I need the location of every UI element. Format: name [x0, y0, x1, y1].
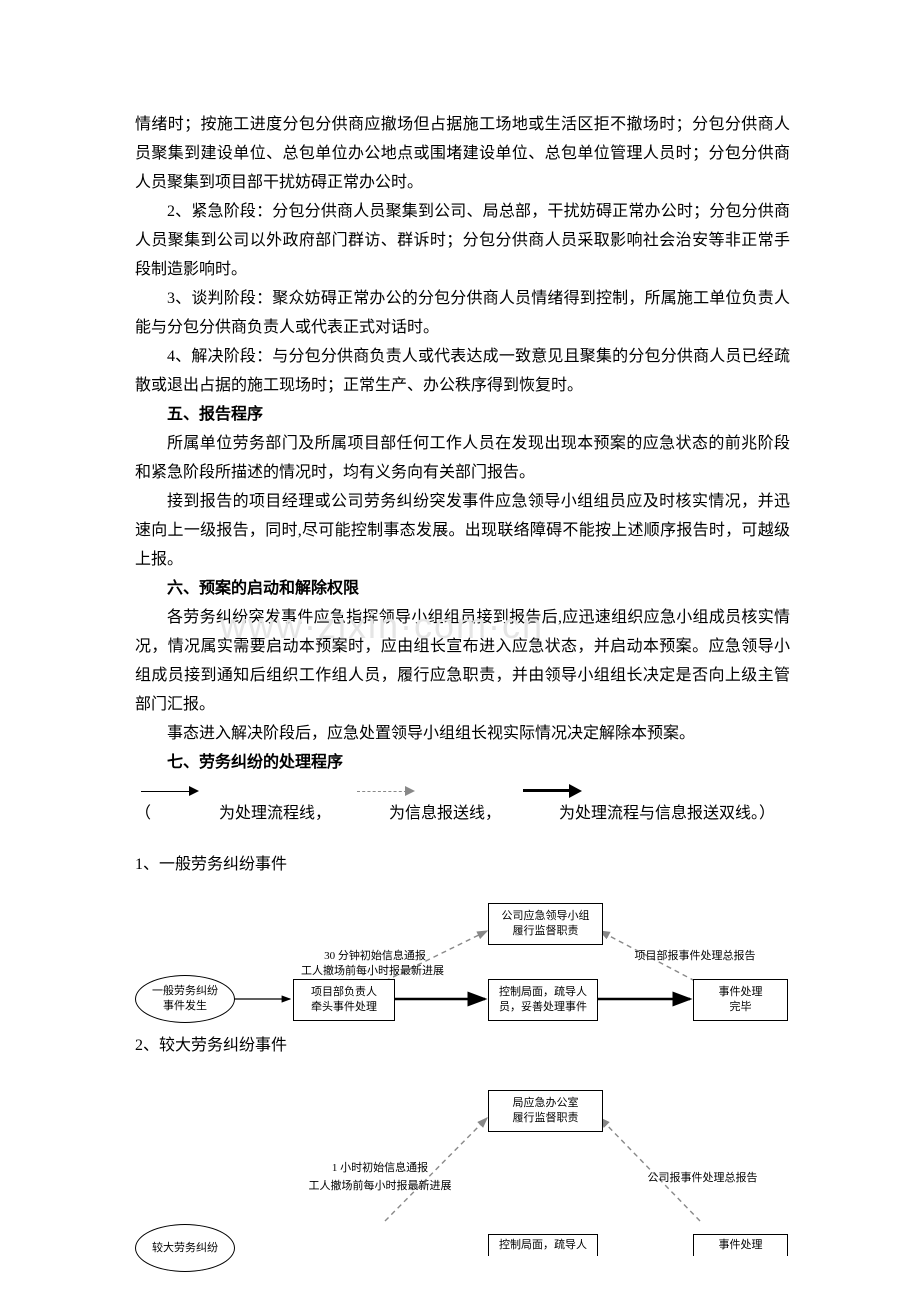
- ellipse-line1: 较大劳务纠纷: [152, 1241, 218, 1256]
- ellipse-line2: 事件发生: [163, 999, 207, 1014]
- flowchart-lines: [135, 1066, 795, 1256]
- legend-label: 为处理流程与信息报送双线。）: [559, 805, 775, 822]
- ellipse-line1: 一般劳务纠纷: [152, 984, 218, 999]
- arrow-dash-icon: [357, 783, 417, 799]
- flow2-label1a: 1 小时初始信息通报: [310, 1161, 450, 1175]
- box-line: 履行监督职责: [513, 1111, 579, 1126]
- section-1-title: 1、一般劳务纠纷事件: [135, 850, 790, 879]
- legend-text-row: （ 为处理流程线， 为信息报送线， 为处理流程与信息报送双线。）: [135, 799, 790, 828]
- heading-5: 五、报告程序: [135, 400, 790, 429]
- flow2-start-ellipse: 较大劳务纠纷: [135, 1224, 235, 1272]
- legend-open: （: [135, 805, 151, 822]
- box-line: 事件处理: [719, 985, 763, 1000]
- paragraph: 接到报告的项目经理或公司劳务纠纷突发事件应急领导小组组员应及时核实情况，并迅速向…: [135, 487, 790, 574]
- box-line: 履行监督职责: [513, 924, 579, 939]
- paragraph: 各劳务纠纷突发事件应急指挥领导小组组员接到报告后,应迅速组织应急小组成员核实情况…: [135, 603, 790, 719]
- flow1-label1b: 工人撤场前每小时报最新进展: [280, 964, 465, 978]
- box-line: 项目部负责人: [311, 985, 377, 1000]
- paragraph: 所属单位劳务部门及所属项目部任何工作人员在发现出现本预案的应急状态的前兆阶段和紧…: [135, 429, 790, 487]
- flowchart-2: 较大劳务纠纷 局应急办公室 履行监督职责 控制局面，疏导人 事件处理 1 小时初…: [135, 1066, 795, 1256]
- flow2-label1b: 工人撤场前每小时报最新进展: [290, 1179, 470, 1193]
- legend-row: [135, 783, 790, 799]
- arrow-bold-icon: [523, 783, 583, 799]
- box-line: 控制局面，疏导人: [499, 985, 587, 1000]
- arrow-solid-icon: [141, 783, 201, 799]
- paragraph: 情绪时；按施工进度分包分供商应撤场但占据施工场地或生活区拒不撤场时；分包分供商人…: [135, 110, 790, 197]
- heading-6: 六、预案的启动和解除权限: [135, 574, 790, 603]
- box-line: 控制局面，疏导人: [499, 1238, 587, 1253]
- box-line: 牵头事件处理: [311, 1000, 377, 1015]
- paragraph: 3、谈判阶段：聚众妨碍正常办公的分包分供商人员情绪得到控制，所属施工单位负责人能…: [135, 284, 790, 342]
- flow1-box2: 公司应急领导小组 履行监督职责: [488, 903, 603, 945]
- legend-label: 为信息报送线，: [389, 805, 501, 822]
- flow1-box4: 事件处理 完毕: [693, 979, 788, 1021]
- legend-label: 为处理流程线，: [219, 805, 331, 822]
- box-line: 员，妥善处理事件: [499, 1000, 587, 1015]
- flow2-label2: 公司报事件处理总报告: [635, 1171, 770, 1185]
- flow1-box1: 项目部负责人 牵头事件处理: [293, 979, 395, 1021]
- paragraph: 事态进入解决阶段后，应急处置领导小组组长视实际情况决定解除本预案。: [135, 719, 790, 748]
- heading-7: 七、劳务纠纷的处理程序: [135, 748, 790, 777]
- flow2-box2: 局应急办公室 履行监督职责: [488, 1090, 603, 1132]
- flow2-box4: 事件处理: [693, 1234, 788, 1256]
- flow1-start-ellipse: 一般劳务纠纷 事件发生: [135, 975, 235, 1023]
- flow1-label1a: 30 分钟初始信息通报: [300, 949, 450, 963]
- flow1-label2: 项目部报事件处理总报告: [625, 949, 765, 963]
- flowchart-1: 一般劳务纠纷 事件发生 项目部负责人 牵头事件处理 公司应急领导小组 履行监督职…: [135, 889, 795, 1049]
- flow2-box3: 控制局面，疏导人: [488, 1234, 598, 1256]
- box-line: 事件处理: [719, 1238, 763, 1253]
- paragraph: 4、解决阶段：与分包分供商负责人或代表达成一致意见且聚集的分包分供商人员已经疏散…: [135, 342, 790, 400]
- box-line: 完毕: [730, 1000, 752, 1015]
- flow1-box3: 控制局面，疏导人 员，妥善处理事件: [488, 979, 598, 1021]
- box-line: 公司应急领导小组: [502, 909, 590, 924]
- box-line: 局应急办公室: [513, 1096, 579, 1111]
- flowchart-lines: [135, 889, 795, 1049]
- paragraph: 2、紧急阶段：分包分供商人员聚集到公司、局总部，干扰妨碍正常办公时；分包分供商人…: [135, 197, 790, 284]
